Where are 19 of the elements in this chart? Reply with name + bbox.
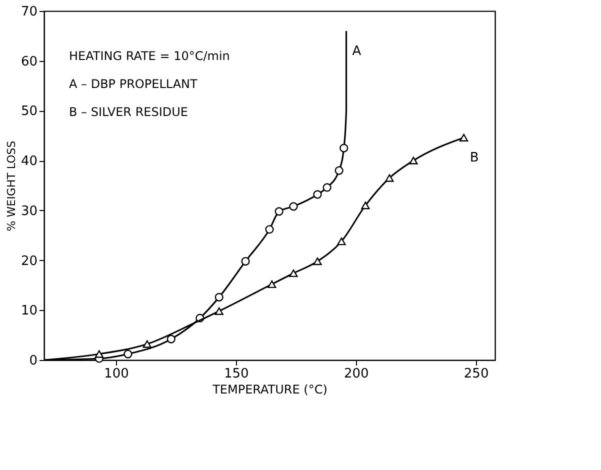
y-tick-label: 0 (29, 354, 38, 368)
y-tick-label: 10 (20, 304, 38, 319)
x-tick-label: 150 (224, 366, 249, 382)
y-tick-label: 20 (20, 254, 38, 269)
y-tick-label: 50 (20, 104, 38, 120)
x-axis-title: TEMPERATURE (°C) (212, 382, 328, 396)
y-tick-label: 60 (20, 54, 38, 70)
y-tick-label: 30 (20, 204, 38, 219)
x-tick-label: 100 (104, 366, 129, 382)
annotation: HEATING RATE = 10°C/min (69, 49, 230, 63)
y-tick-label: 40 (20, 154, 38, 170)
series-label: B (470, 150, 479, 166)
y-tick-label: 70 (20, 4, 38, 20)
x-tick-label: 200 (344, 366, 369, 382)
y-axis-title: % WEIGHT LOSS (4, 140, 18, 232)
annotation: B – SILVER RESIDUE (69, 105, 188, 119)
x-tick-label: 250 (464, 366, 489, 382)
annotation: A – DBP PROPELLANT (69, 77, 198, 91)
series-label: A (352, 44, 362, 59)
